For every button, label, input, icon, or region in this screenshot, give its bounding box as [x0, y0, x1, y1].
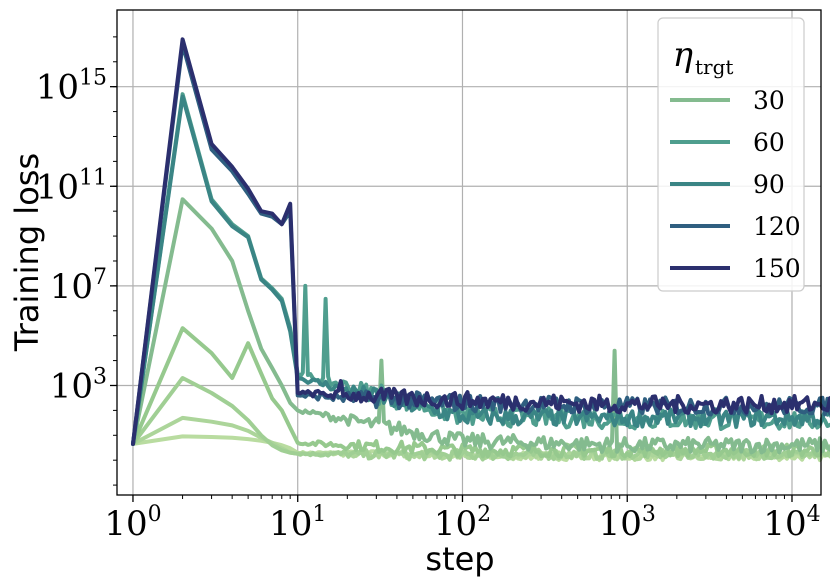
x-axis-label: step: [425, 540, 494, 578]
x-tick-base: 10: [434, 504, 477, 544]
y-tick-base: 10: [50, 366, 93, 406]
legend-title-symbol: η: [673, 35, 694, 75]
legend: η trgt 30 60 90 120 150: [657, 17, 805, 292]
y-tick-exponent: 15: [79, 66, 107, 91]
x-tick-exponent: 1: [312, 502, 326, 527]
x-tick-label: 100: [104, 502, 161, 544]
series-layer: [131, 37, 830, 463]
x-tick-base: 10: [763, 504, 806, 544]
legend-label: 150: [753, 254, 801, 283]
x-tick-exponent: 2: [477, 502, 491, 527]
legend-box: [657, 17, 805, 292]
x-tick-base: 10: [269, 504, 312, 544]
y-tick-label: 1015: [36, 66, 107, 108]
y-tick-base: 10: [36, 167, 79, 207]
legend-label: 90: [753, 170, 785, 199]
y-tick-label: 103: [50, 364, 107, 406]
y-tick-label: 107: [50, 265, 107, 307]
y-tick-exponent: 11: [79, 165, 107, 190]
legend-label: 60: [753, 128, 785, 157]
legend-label: 30: [753, 86, 785, 115]
y-tick-base: 10: [50, 267, 93, 307]
y-tick-label: 1011: [36, 165, 107, 207]
x-tick-exponent: 4: [807, 502, 821, 527]
series-line-150: [131, 37, 830, 446]
x-tick-exponent: 3: [642, 502, 656, 527]
legend-title-subscript: trgt: [695, 55, 733, 79]
y-tick-exponent: 7: [93, 265, 107, 290]
x-tick-label: 102: [434, 502, 491, 544]
x-tick-base: 10: [599, 504, 642, 544]
y-tick-base: 10: [36, 68, 79, 108]
x-tick-label: 101: [269, 502, 326, 544]
legend-label: 120: [753, 212, 801, 241]
series-line-30: [131, 197, 830, 455]
legend-entries: 30 60 90 120 150: [670, 86, 801, 283]
x-tick-base: 10: [104, 504, 147, 544]
x-tick-labels: 100 101 102 103 104: [104, 495, 821, 544]
y-axis-label: Training loss: [8, 153, 46, 352]
legend-title: η trgt: [673, 35, 734, 79]
x-tick-exponent: 0: [148, 502, 162, 527]
x-tick-label: 104: [763, 502, 820, 544]
plot-frame: [116, 9, 822, 496]
y-tick-exponent: 3: [93, 364, 107, 389]
x-tick-label: 103: [599, 502, 656, 544]
